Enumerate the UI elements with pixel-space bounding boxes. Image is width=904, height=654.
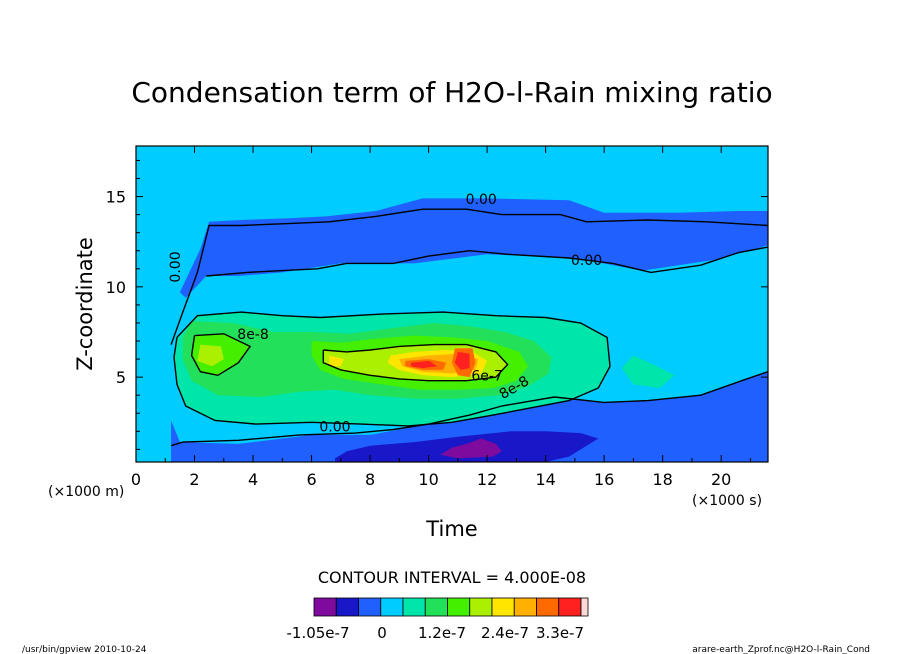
y-tick-label: 5 bbox=[116, 368, 126, 387]
x-axis: 0 2 4 6 8 10 12 14 16 18 20 bbox=[131, 146, 751, 489]
y-axis: 5 10 15 bbox=[106, 159, 768, 450]
colorbar-tick-label: 3.3e-7 bbox=[536, 624, 584, 642]
colorbar-swatch bbox=[580, 597, 589, 617]
chart-title: Condensation term of H2O-l-Rain mixing r… bbox=[131, 76, 772, 109]
x-tick-label: 16 bbox=[594, 470, 614, 489]
inner-core-line bbox=[322, 343, 509, 382]
contour-label: 0.00 bbox=[319, 419, 350, 435]
colorbar-swatch bbox=[402, 597, 426, 617]
colorbar-tick-label: -1.05e-7 bbox=[287, 624, 350, 642]
colorbar-swatch bbox=[313, 597, 337, 617]
y-unit-note: (×1000 m) bbox=[48, 484, 124, 500]
x-tick-label: 8 bbox=[365, 470, 375, 489]
left-core-line bbox=[190, 333, 252, 377]
x-tick-label: 18 bbox=[652, 470, 672, 489]
contour-fill-level-7 bbox=[197, 344, 224, 367]
contour-fill-level-11 bbox=[411, 360, 438, 369]
contour-fill-level-4 bbox=[621, 355, 675, 388]
colorbar-tick-label: 2.4e-7 bbox=[481, 624, 529, 642]
outer-8e-8-line bbox=[173, 311, 611, 427]
contour-lines bbox=[170, 208, 768, 447]
contour-label: 0.00 bbox=[168, 251, 184, 282]
y-tick-label: 10 bbox=[106, 278, 126, 297]
x-tick-label: 10 bbox=[418, 470, 438, 489]
x-tick-label: 20 bbox=[711, 470, 731, 489]
plot-frame bbox=[135, 145, 769, 463]
colorbar-swatch bbox=[358, 597, 382, 617]
colorbar-swatch bbox=[447, 597, 471, 617]
upper-zero-line bbox=[170, 208, 768, 345]
colorbar-swatch bbox=[469, 597, 493, 617]
low-zero-line bbox=[170, 371, 768, 447]
x-tick-label: 6 bbox=[306, 470, 316, 489]
contour-label: 6e-7 bbox=[471, 369, 502, 385]
footer-left: /usr/bin/gpview 2010-10-24 bbox=[22, 645, 147, 654]
x-tick-label: 2 bbox=[189, 470, 199, 489]
colorbar-swatch bbox=[380, 597, 404, 617]
colorbar-swatch bbox=[536, 597, 560, 617]
colorbar-swatch bbox=[335, 597, 359, 617]
colorbar: -1.05e-7 0 1.2e-7 2.4e-7 3.3e-7 bbox=[287, 597, 589, 642]
contour-fill-level-0 bbox=[440, 438, 502, 459]
contour-fill-level-2 bbox=[179, 198, 768, 298]
filled-contours bbox=[171, 198, 768, 462]
contour-interval-text: CONTOUR INTERVAL = 4.000E-08 bbox=[318, 568, 586, 587]
footer-right: arare-earth_Zprof.nc@H2O-l-Rain_Cond bbox=[692, 645, 870, 654]
contour-fill-level-11 bbox=[454, 351, 470, 370]
contour-label: 8e-8 bbox=[237, 327, 268, 343]
colorbar-swatch bbox=[558, 597, 582, 617]
x-axis-label: Time bbox=[425, 517, 477, 541]
x-tick-label: 4 bbox=[248, 470, 258, 489]
x-tick-label: 12 bbox=[477, 470, 497, 489]
x-tick-label: 14 bbox=[535, 470, 555, 489]
contour-fill-level-8 bbox=[329, 355, 344, 367]
contour-label: 0.00 bbox=[571, 253, 602, 269]
y-tick-label: 15 bbox=[106, 188, 126, 207]
mid-zero-line bbox=[206, 246, 768, 277]
contour-label: 0.00 bbox=[466, 192, 497, 208]
y-axis-label: Z-coordinate bbox=[73, 237, 97, 371]
colorbar-swatch bbox=[424, 597, 448, 617]
x-unit-note: (×1000 s) bbox=[692, 493, 762, 509]
x-tick-label: 0 bbox=[131, 470, 141, 489]
colorbar-swatch bbox=[513, 597, 537, 617]
colorbar-swatch bbox=[491, 597, 515, 617]
colorbar-tick-label: 0 bbox=[377, 624, 387, 642]
colorbar-tick-label: 1.2e-7 bbox=[418, 624, 466, 642]
